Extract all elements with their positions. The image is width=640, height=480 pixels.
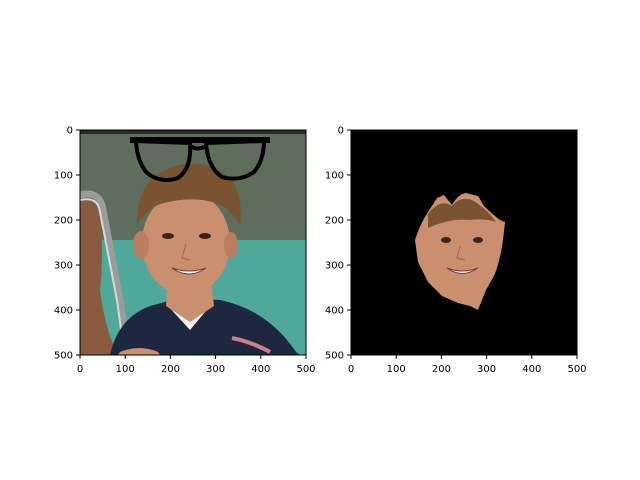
x-tick-label: 400 (522, 364, 541, 375)
y-tick-label: 0 (338, 126, 344, 137)
panel-face-mask: 0 100 200 300 400 500 0 100 200 300 400 500 (325, 126, 587, 376)
shirt (110, 298, 300, 355)
side-person (80, 199, 118, 355)
y-tick-label: 500 (54, 351, 73, 362)
x-tick-label: 100 (387, 364, 406, 375)
x-tick-label: 100 (116, 364, 135, 375)
face (142, 191, 230, 295)
masked-face (415, 193, 505, 310)
y-tick-label: 400 (325, 306, 344, 317)
y-tick-label: 200 (54, 216, 73, 227)
y-tick-label: 100 (325, 171, 344, 182)
x-tick-label: 300 (477, 364, 496, 375)
x-tick-label: 200 (161, 364, 180, 375)
axes-frame-original (79, 129, 307, 356)
x-tick-label: 400 (251, 364, 270, 375)
y-tick-label: 200 (325, 216, 344, 227)
ticks-face-mask: 0 100 200 300 400 500 0 100 200 300 400 500 (325, 126, 587, 376)
glasses-right-lens (203, 138, 267, 181)
y-tick-label: 0 (67, 126, 73, 137)
x-tick-label: 200 (432, 364, 451, 375)
x-tick-label: 0 (348, 364, 354, 375)
x-tick-label: 0 (77, 364, 83, 375)
glasses-left-lens (133, 138, 193, 182)
x-tick-label: 300 (206, 364, 225, 375)
y-tick-label: 300 (54, 261, 73, 272)
shirt-stripe (231, 336, 271, 354)
racket-frame (80, 190, 132, 353)
panel-original: 0 100 200 300 400 500 0 100 200 300 400 500 (54, 126, 316, 376)
hand (118, 348, 160, 355)
x-tick-label: 500 (296, 364, 315, 375)
hair-fragment (428, 198, 496, 228)
original-photo (80, 130, 306, 355)
x-tick-label: 500 (567, 364, 586, 375)
ticks-original: 0 100 200 300 400 500 0 100 200 300 400 500 (54, 126, 316, 376)
y-tick-label: 300 (325, 261, 344, 272)
glasses-overlay (130, 137, 270, 182)
y-tick-label: 500 (325, 351, 344, 362)
y-tick-label: 400 (54, 306, 73, 317)
axes-frame-face-mask (350, 129, 578, 356)
top-dark-band (80, 130, 306, 134)
y-tick-label: 100 (54, 171, 73, 182)
